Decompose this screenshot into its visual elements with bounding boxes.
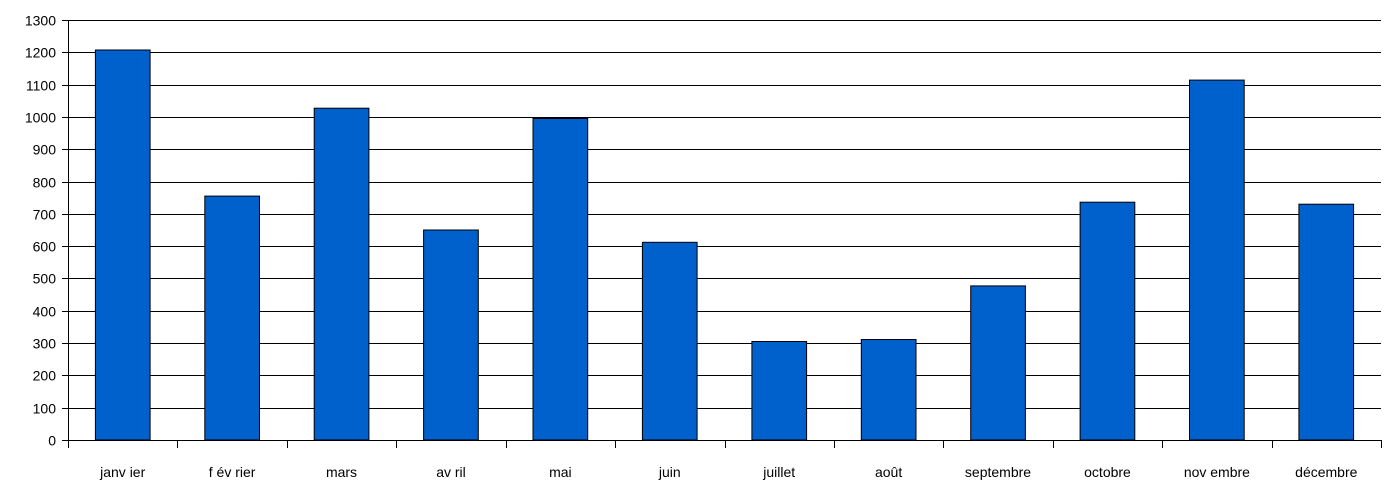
bar-6 [641, 241, 698, 441]
y-tick-label: 500 [33, 271, 57, 287]
y-tick-label: 100 [33, 401, 57, 417]
bar-9 [970, 285, 1026, 441]
bar-5 [532, 118, 589, 441]
y-tick-label: 700 [33, 207, 57, 223]
y-tick-label: 200 [33, 368, 57, 384]
bar-4 [423, 229, 479, 441]
axes [68, 20, 1381, 441]
gridlines [68, 20, 1381, 409]
y-tick-label: 1200 [25, 45, 56, 61]
bar-10 [1079, 201, 1136, 441]
y-tick-label: 400 [33, 304, 57, 320]
bar-12 [1298, 203, 1355, 441]
x-tick-label: janv ier [99, 464, 145, 480]
y-axis-ticks: 0 100 200 300 400 500 600 700 800 900 1000 1100 1200… [25, 13, 68, 449]
bars [94, 49, 1355, 441]
y-tick-label: 600 [33, 239, 57, 255]
x-tick-label: octobre [1084, 464, 1131, 480]
y-tick-label: 1300 [25, 13, 56, 29]
y-tick-label: 300 [33, 336, 57, 352]
bar-1 [94, 49, 151, 441]
x-tick-label: juillet [762, 464, 795, 480]
x-tick-label: nov embre [1184, 464, 1250, 480]
x-tick-label: septembre [965, 464, 1031, 480]
bar-11 [1189, 79, 1245, 441]
bar-3 [313, 107, 370, 441]
bar-7 [751, 341, 808, 441]
y-tick-label: 1000 [25, 110, 56, 126]
bar-8 [860, 339, 917, 441]
x-axis-ticks: janv ier f év rier mars av ril mai juin juille… [68, 440, 1382, 480]
y-tick-label: 1100 [26, 78, 56, 94]
x-tick-label: f év rier [209, 464, 256, 480]
x-tick-label: décembre [1295, 464, 1357, 480]
x-tick-label: août [875, 464, 902, 480]
y-tick-label: 900 [33, 142, 57, 158]
x-tick-label: mai [549, 464, 572, 480]
y-tick-label: 0 [48, 433, 56, 449]
x-tick-label: juin [658, 464, 681, 480]
y-tick-label: 800 [33, 175, 57, 191]
x-tick-label: av ril [436, 464, 466, 480]
bar-2 [204, 195, 261, 441]
x-tick-label: mars [326, 464, 357, 480]
